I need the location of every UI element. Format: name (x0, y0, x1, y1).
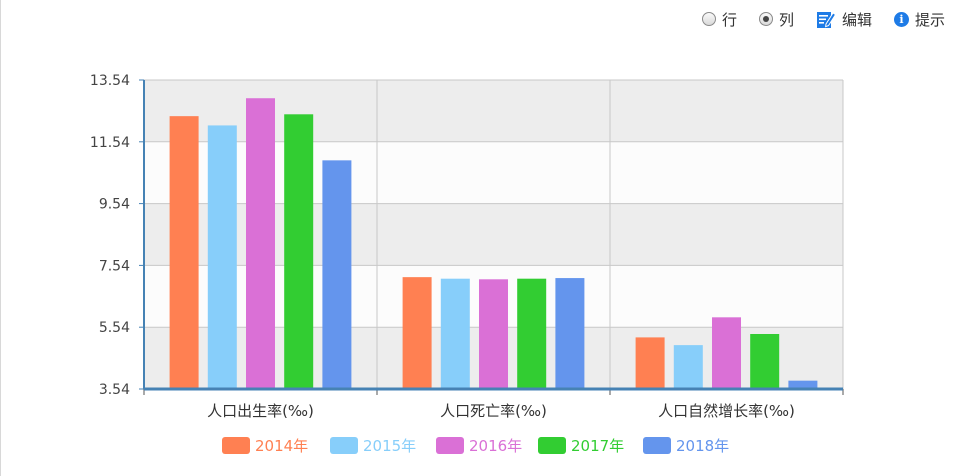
column-mode-option[interactable]: 列 (758, 9, 794, 30)
row-mode-label: 行 (721, 10, 737, 29)
x-tick-label: 人口出生率(‰) (207, 402, 314, 420)
tips-button[interactable]: i 提示 (893, 9, 945, 30)
bar (750, 333, 780, 388)
y-tick-label: 11.54 (90, 135, 130, 151)
y-tick-label: 3.54 (99, 382, 130, 398)
column-mode-label: 列 (778, 10, 794, 29)
bar (479, 279, 508, 388)
bar (284, 114, 314, 388)
bar (169, 116, 199, 388)
bar (673, 345, 703, 388)
legend-label: 2017年 (571, 437, 624, 455)
row-mode-option[interactable]: 行 (701, 9, 737, 30)
bar (712, 317, 741, 388)
x-tick-label: 人口自然增长率(‰) (658, 402, 795, 420)
edit-label: 编辑 (841, 10, 872, 29)
legend-swatch (436, 437, 464, 454)
bar (322, 160, 352, 388)
y-tick-label: 7.54 (99, 258, 130, 274)
bar (555, 278, 585, 388)
bar (207, 125, 237, 388)
legend-swatch (222, 437, 250, 454)
y-tick-label: 9.54 (99, 197, 130, 213)
edit-icon (816, 12, 836, 28)
legend-label: 2015年 (363, 437, 416, 455)
legend-swatch (330, 437, 358, 454)
info-icon: i (893, 11, 909, 27)
bar (635, 337, 665, 388)
x-tick-label: 人口死亡率(‰) (440, 402, 547, 420)
column-radio[interactable] (758, 12, 773, 26)
bar (440, 278, 470, 388)
legend-label: 2018年 (676, 437, 729, 455)
bar (402, 277, 432, 388)
edit-button[interactable]: 编辑 (816, 9, 872, 30)
y-tick-label: 5.54 (99, 320, 130, 336)
y-tick-label: 13.54 (90, 73, 130, 89)
legend-label: 2016年 (469, 437, 522, 455)
chart-toolbar: 行 列 编辑 i 提示 (701, 8, 945, 30)
legend-label: 2014年 (255, 437, 308, 455)
bar (517, 278, 547, 388)
legend-swatch (643, 437, 671, 454)
bar (246, 98, 275, 388)
row-radio[interactable] (701, 12, 716, 26)
tips-label: 提示 (914, 10, 945, 29)
legend-swatch (538, 437, 566, 454)
bar (788, 380, 818, 388)
frame-border (0, 0, 1, 476)
